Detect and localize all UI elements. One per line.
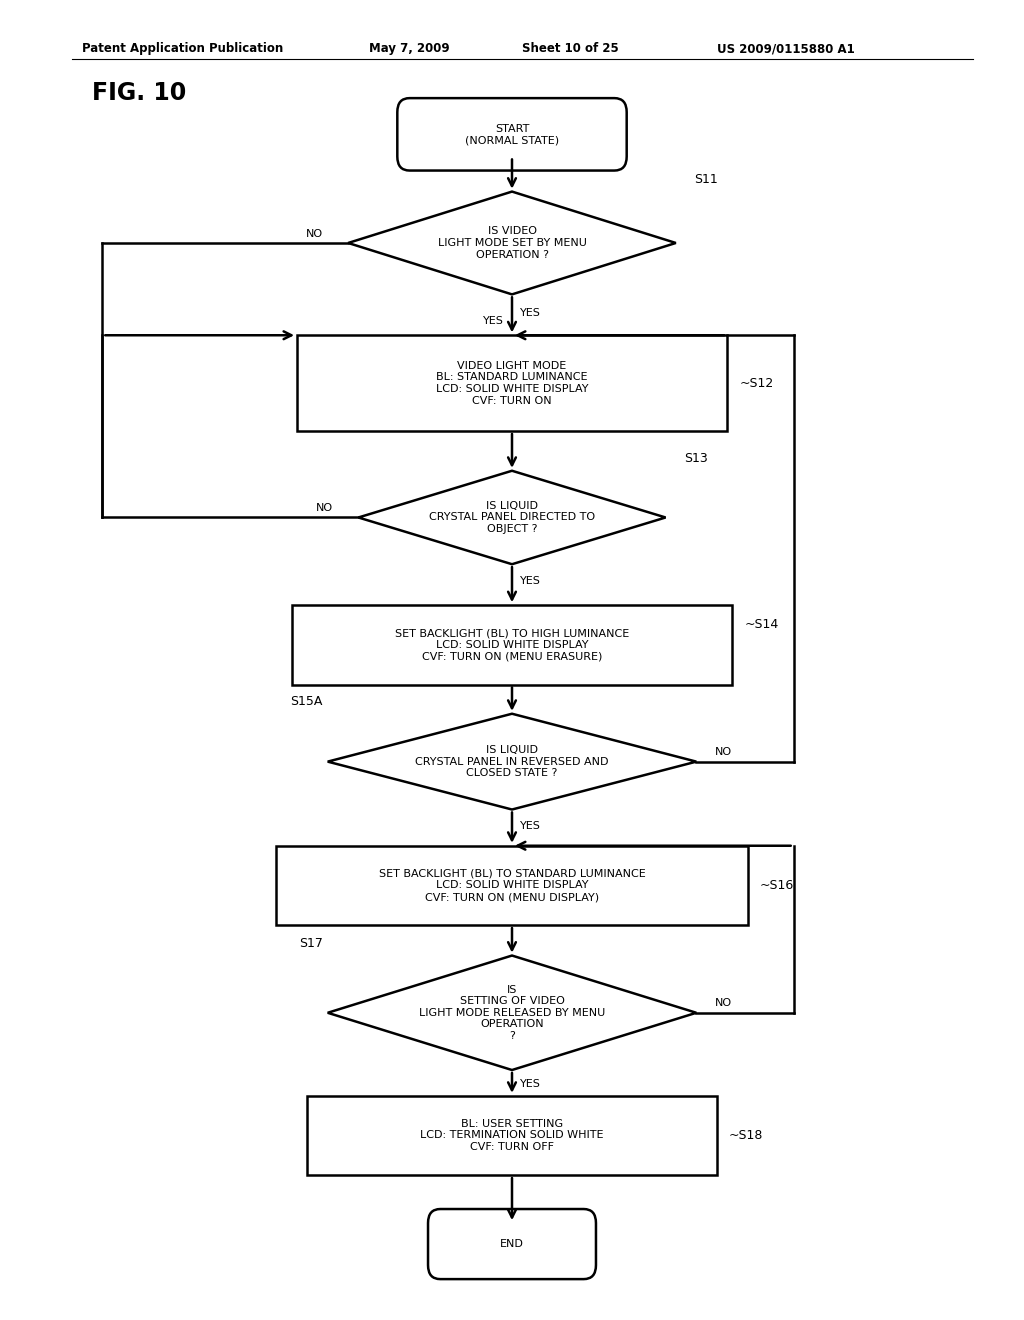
FancyBboxPatch shape	[397, 98, 627, 170]
Text: SET BACKLIGHT (BL) TO HIGH LUMINANCE
LCD: SOLID WHITE DISPLAY
CVF: TURN ON (MENU: SET BACKLIGHT (BL) TO HIGH LUMINANCE LCD…	[395, 628, 629, 661]
Text: END: END	[500, 1239, 524, 1249]
Text: IS LIQUID
CRYSTAL PANEL IN REVERSED AND
CLOSED STATE ?: IS LIQUID CRYSTAL PANEL IN REVERSED AND …	[416, 744, 608, 779]
Text: S15A: S15A	[290, 694, 323, 708]
Text: ~S12: ~S12	[739, 376, 773, 389]
Text: BL: USER SETTING
LCD: TERMINATION SOLID WHITE
CVF: TURN OFF: BL: USER SETTING LCD: TERMINATION SOLID …	[420, 1119, 604, 1152]
Bar	[307, 1096, 717, 1175]
Bar	[297, 335, 727, 432]
FancyBboxPatch shape	[428, 1209, 596, 1279]
Polygon shape	[358, 471, 666, 564]
Polygon shape	[328, 956, 696, 1071]
Bar	[276, 846, 748, 925]
Text: NO: NO	[715, 747, 732, 758]
Text: May 7, 2009: May 7, 2009	[369, 42, 450, 55]
Text: IS LIQUID
CRYSTAL PANEL DIRECTED TO
OBJECT ?: IS LIQUID CRYSTAL PANEL DIRECTED TO OBJE…	[429, 500, 595, 535]
Text: FIG. 10: FIG. 10	[92, 82, 186, 106]
Text: START
(NORMAL STATE): START (NORMAL STATE)	[465, 124, 559, 145]
Text: Patent Application Publication: Patent Application Publication	[82, 42, 284, 55]
Text: NO: NO	[715, 998, 732, 1008]
Text: ~S16: ~S16	[760, 879, 794, 892]
Text: S13: S13	[684, 451, 708, 465]
Text: IS
SETTING OF VIDEO
LIGHT MODE RELEASED BY MENU
OPERATION
?: IS SETTING OF VIDEO LIGHT MODE RELEASED …	[419, 985, 605, 1041]
Text: US 2009/0115880 A1: US 2009/0115880 A1	[717, 42, 855, 55]
Text: VIDEO LIGHT MODE
BL: STANDARD LUMINANCE
LCD: SOLID WHITE DISPLAY
CVF: TURN ON: VIDEO LIGHT MODE BL: STANDARD LUMINANCE …	[436, 360, 588, 405]
Bar	[292, 605, 732, 685]
Text: YES: YES	[520, 576, 541, 586]
Polygon shape	[348, 191, 676, 294]
Text: YES: YES	[483, 315, 504, 326]
Text: SET BACKLIGHT (BL) TO STANDARD LUMINANCE
LCD: SOLID WHITE DISPLAY
CVF: TURN ON (: SET BACKLIGHT (BL) TO STANDARD LUMINANCE…	[379, 869, 645, 902]
Text: NO: NO	[315, 503, 333, 513]
Text: ~S14: ~S14	[744, 619, 778, 631]
Text: NO: NO	[305, 228, 323, 239]
Text: YES: YES	[520, 1080, 541, 1089]
Text: Sheet 10 of 25: Sheet 10 of 25	[522, 42, 618, 55]
Text: S17: S17	[299, 937, 323, 949]
Text: S11: S11	[694, 173, 718, 186]
Text: IS VIDEO
LIGHT MODE SET BY MENU
OPERATION ?: IS VIDEO LIGHT MODE SET BY MENU OPERATIO…	[437, 226, 587, 260]
Text: ~S18: ~S18	[729, 1129, 764, 1142]
Polygon shape	[328, 714, 696, 809]
Text: YES: YES	[520, 821, 541, 832]
Text: YES: YES	[520, 309, 541, 318]
